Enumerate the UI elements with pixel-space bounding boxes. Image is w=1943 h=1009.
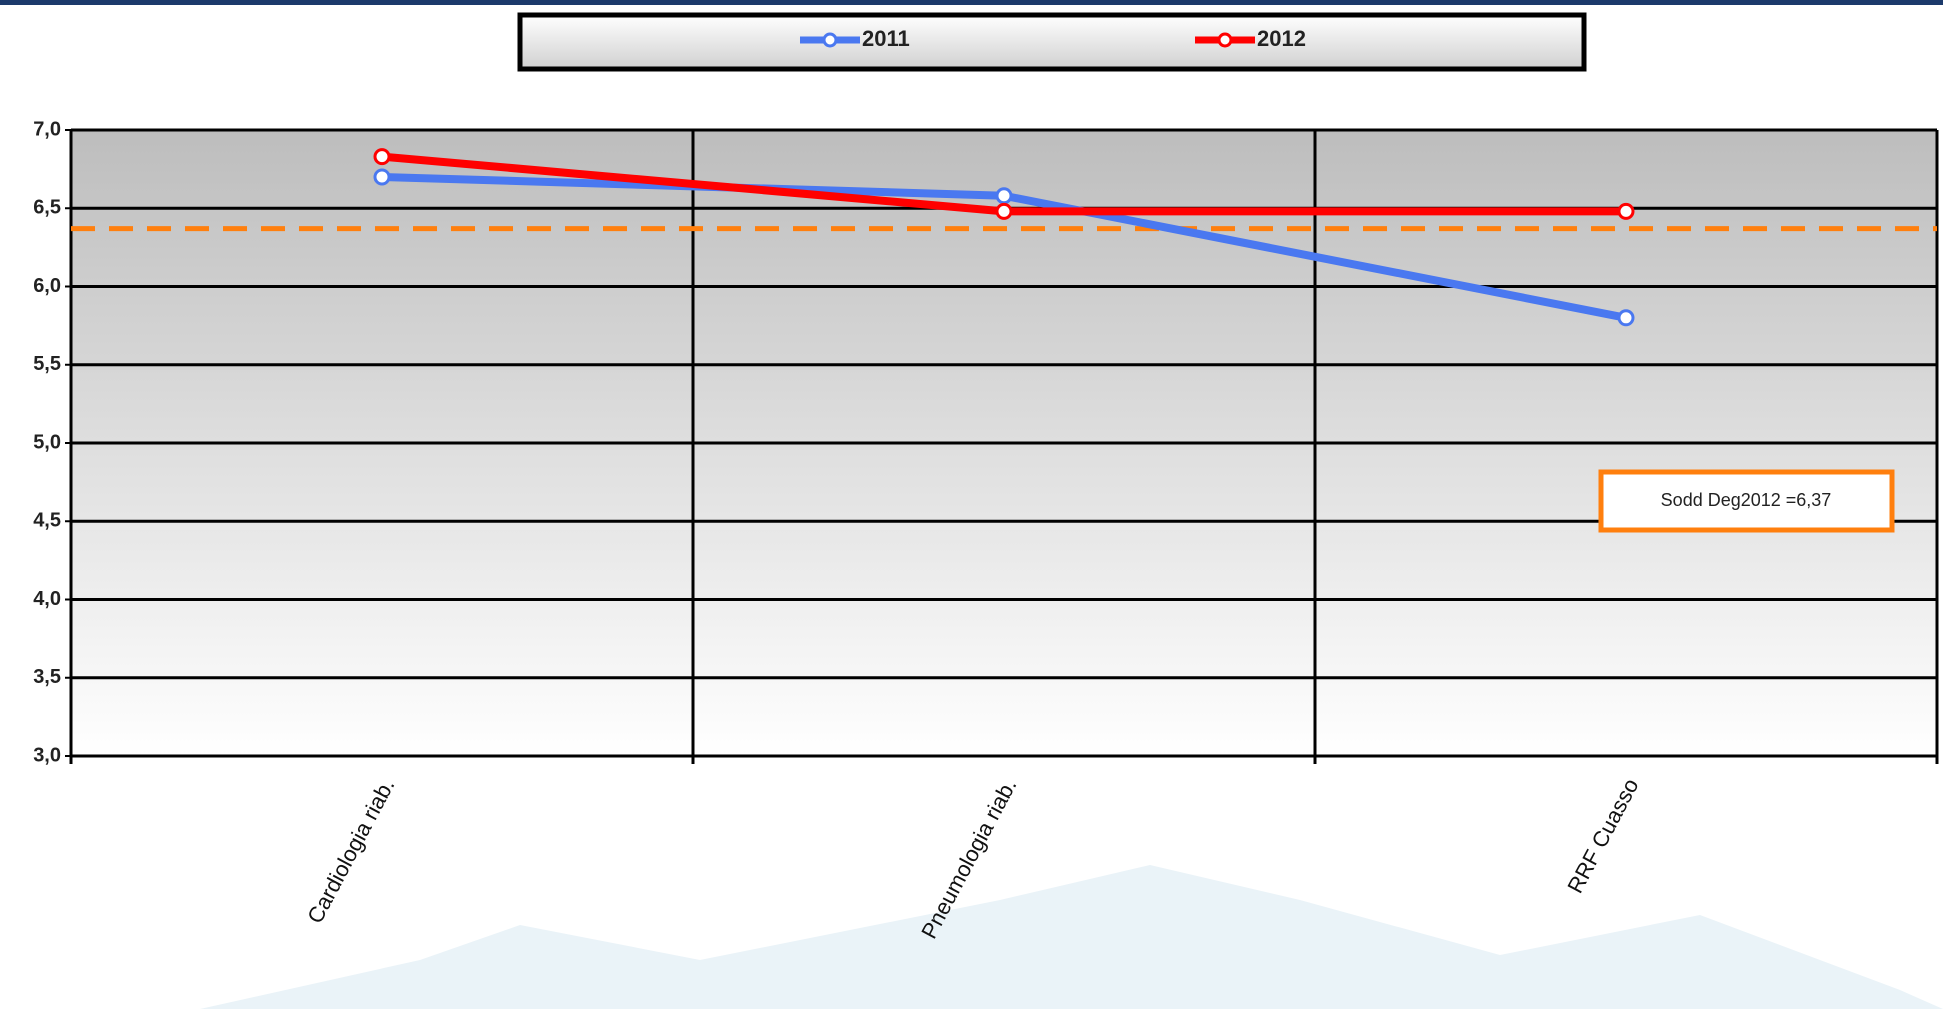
watermark xyxy=(200,865,1943,1009)
y-tick-label: 3,0 xyxy=(33,744,61,766)
data-point xyxy=(1617,202,1635,220)
data-point xyxy=(995,202,1013,220)
y-tick-label: 6,5 xyxy=(33,197,61,219)
data-point xyxy=(373,168,391,186)
annotation: Sodd Deg2012 =6,37 xyxy=(1661,490,1832,510)
annotation-box xyxy=(1598,469,1895,533)
y-tick-label: 5,0 xyxy=(33,431,61,453)
legend-marker xyxy=(1217,32,1233,48)
y-tick-label: 3,5 xyxy=(33,666,61,688)
data-point xyxy=(373,148,391,166)
data-point xyxy=(995,187,1013,205)
legend-label: 2012 xyxy=(1257,26,1306,51)
y-tick-label: 4,0 xyxy=(33,588,61,610)
x-tick-label: Cardiologia riab. xyxy=(302,774,399,927)
legend-label: 2011 xyxy=(862,26,910,51)
x-tick-label: RRF Cuasso xyxy=(1562,774,1643,897)
y-tick-label: 6,0 xyxy=(33,275,61,297)
top-bar xyxy=(0,0,1943,5)
data-point xyxy=(1617,309,1635,327)
legend-marker xyxy=(822,32,838,48)
y-tick-label: 4,5 xyxy=(33,510,61,532)
y-tick-label: 7,0 xyxy=(33,118,61,140)
legend-box xyxy=(517,12,1587,72)
y-tick-label: 5,5 xyxy=(33,353,61,375)
